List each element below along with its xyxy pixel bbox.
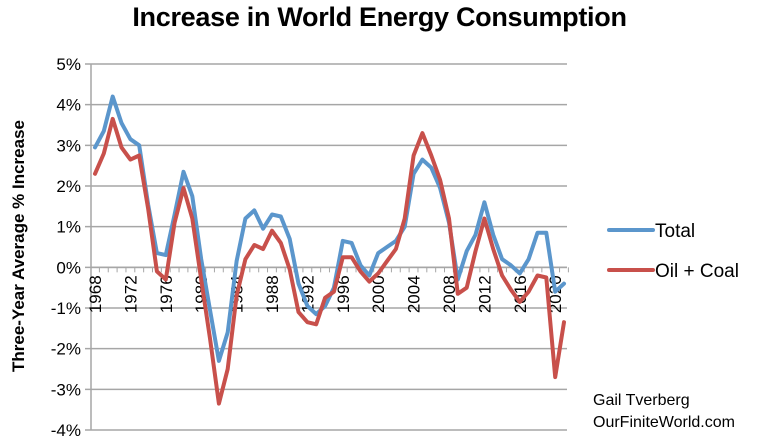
- x-tick-label: 1992: [298, 275, 317, 313]
- legend-label: Oil + Coal: [655, 261, 739, 282]
- y-tick-label: 5%: [56, 55, 81, 74]
- y-tick-label: -2%: [51, 340, 81, 359]
- x-tick-label: 1988: [263, 275, 282, 313]
- x-tick-label: 1996: [334, 275, 353, 313]
- credit-author: Gail Tverberg: [593, 392, 690, 409]
- y-tick-labels: 5% 4% 3% 2% 1% 0% -1% -2% -3% -4%: [51, 55, 81, 440]
- y-tick-label: 1%: [56, 218, 81, 237]
- y-tick-label: -1%: [51, 299, 81, 318]
- y-tick-label: -4%: [51, 421, 81, 440]
- x-tick-label: 2016: [511, 275, 530, 313]
- series-lines: [93, 94, 566, 406]
- series-line-total: [93, 94, 566, 363]
- credit-site: OurFiniteWorld.com: [593, 414, 735, 431]
- x-tick-label: 2004: [405, 275, 424, 313]
- y-tick-label: -3%: [51, 380, 81, 399]
- y-tick-label: 2%: [56, 177, 81, 196]
- x-tick-label: 1968: [86, 275, 105, 313]
- series-line-oil-coal: [93, 116, 566, 406]
- y-tick-label: 4%: [56, 96, 81, 115]
- x-tick-label: 2012: [475, 275, 494, 313]
- y-tick-label: 3%: [56, 136, 81, 155]
- x-tick-label: 1976: [157, 275, 176, 313]
- chart-title: Increase in World Energy Consumption: [132, 2, 627, 32]
- x-tick-label: 2008: [440, 275, 459, 313]
- legend-label: Total: [655, 221, 695, 242]
- x-tick-label: 2000: [369, 275, 388, 313]
- legend: Total Oil + Coal: [607, 221, 739, 282]
- y-tick-label: 0%: [56, 258, 81, 277]
- x-tick-label: 1972: [121, 275, 140, 313]
- y-axis-label: Three-Year Average % Increase: [9, 120, 28, 372]
